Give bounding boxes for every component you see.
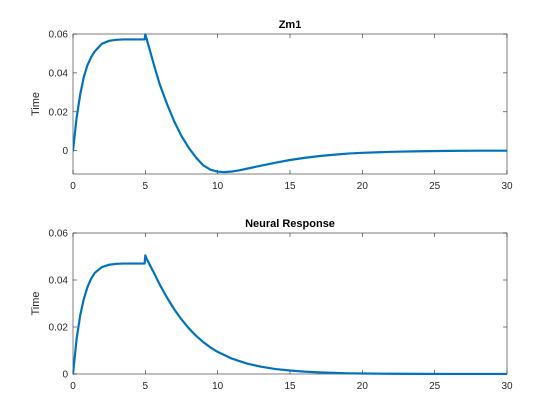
chart-1-ytick-label: 0 [62, 146, 68, 157]
chart-2-axes-box [72, 232, 508, 375]
chart-2-xtick-label: 25 [429, 381, 441, 392]
chart-2-xtick-label: 10 [212, 381, 224, 392]
chart-1-xtick-label: 10 [212, 181, 224, 192]
chart-1-title: Zm1 [279, 19, 302, 31]
chart-2: 0 5 10 15 20 25 30 0 0.02 0.04 0.06 Neural Response… [30, 218, 513, 392]
chart-1-xtick-label: 25 [429, 181, 441, 192]
chart-1-series-line [73, 33, 507, 174]
chart-1-xtick-label: 30 [501, 181, 513, 192]
chart-1-ytick-label: 0.02 [49, 107, 69, 118]
chart-2-ytick-label: 0.02 [49, 323, 69, 334]
chart-2-xtick-label: 15 [284, 381, 296, 392]
chart-2-xtick-label: 30 [501, 381, 513, 392]
chart-2-xtick-label: 20 [357, 381, 369, 392]
chart-1-ytick-label: 0.04 [49, 68, 69, 79]
chart-1-xtick-label: 5 [143, 181, 149, 192]
chart-2-xtick-label: 5 [143, 381, 149, 392]
chart-2-ytick-label: 0.06 [49, 229, 69, 240]
chart-1-xtick-label: 15 [284, 181, 296, 192]
chart-2-title: Neural Response [245, 218, 335, 230]
chart-2-ytick-label: 0.04 [49, 276, 69, 287]
chart-1-xtick-label: 20 [357, 181, 369, 192]
chart-2-xtick-label: 0 [70, 381, 76, 392]
chart-1: 0 5 10 15 20 25 30 0 0.02 0.04 0.06 Zm1 Time [30, 19, 513, 192]
chart-2-ytick-label: 0 [62, 370, 68, 381]
chart-1-xtick-label: 0 [70, 181, 76, 192]
chart-1-ytick-label: 0.06 [49, 30, 69, 41]
chart-2-series-line [73, 254, 507, 375]
chart-2-ylabel: Time [30, 291, 42, 315]
chart-1-ylabel: Time [30, 92, 42, 116]
chart-1-axes-box [72, 33, 508, 175]
